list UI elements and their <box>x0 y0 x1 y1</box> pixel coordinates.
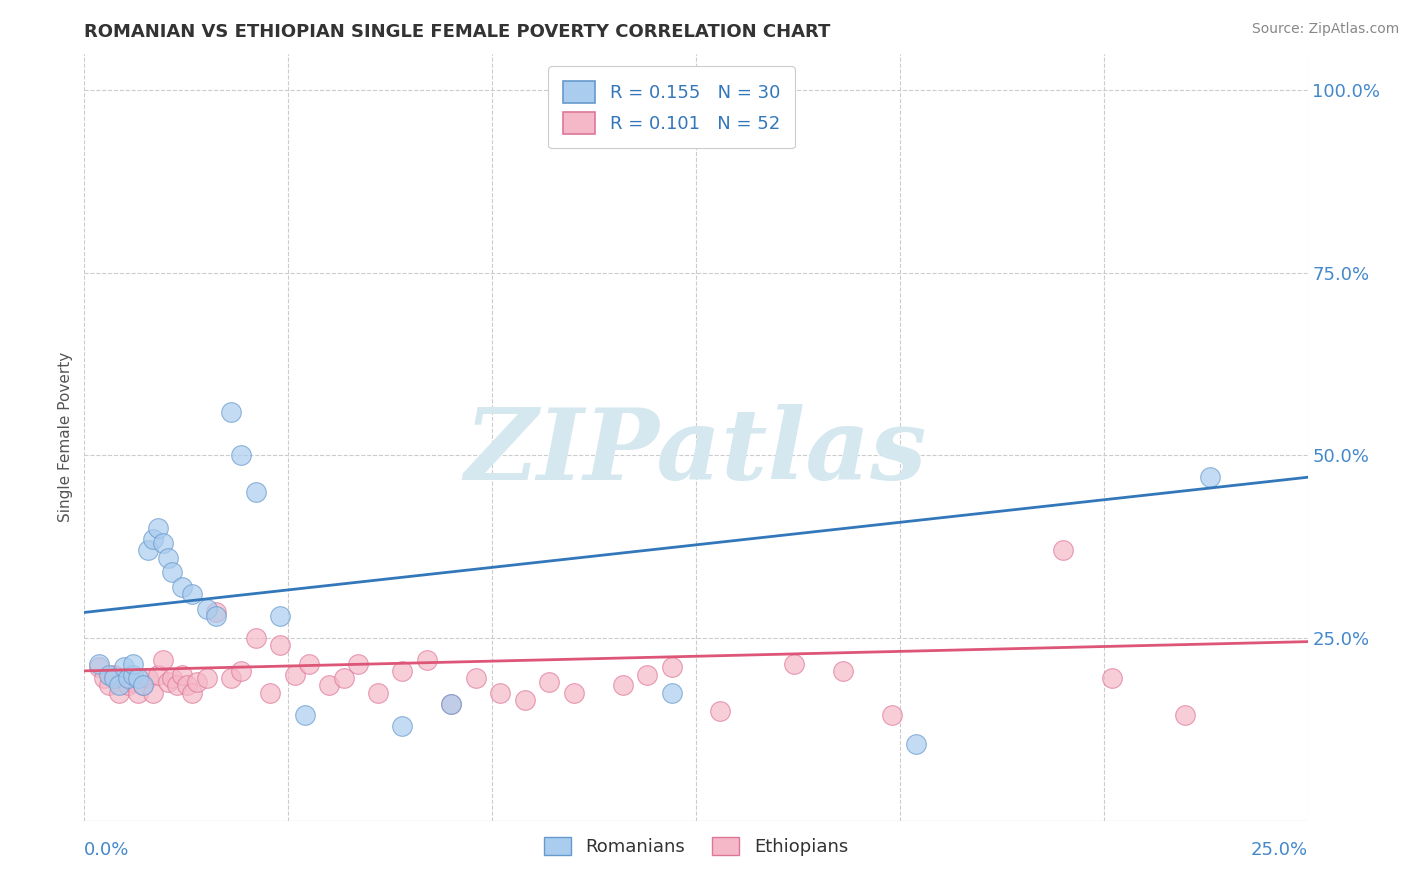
Point <box>172 580 194 594</box>
Point <box>332 671 354 685</box>
Text: Source: ZipAtlas.com: Source: ZipAtlas.com <box>1251 22 1399 37</box>
Point <box>245 484 267 499</box>
Point <box>562 686 585 700</box>
Point <box>142 533 165 547</box>
Point <box>97 667 120 681</box>
Point <box>156 674 179 689</box>
Legend: Romanians, Ethiopians: Romanians, Ethiopians <box>534 828 858 865</box>
Point <box>294 707 316 722</box>
Point <box>831 664 853 678</box>
Point <box>136 671 159 685</box>
Point <box>103 667 125 681</box>
Point <box>112 671 135 685</box>
Point <box>440 697 463 711</box>
Point <box>195 601 218 615</box>
Point <box>156 550 179 565</box>
Point <box>269 609 291 624</box>
Point <box>318 678 340 692</box>
Point <box>166 678 188 692</box>
Point <box>136 543 159 558</box>
Point <box>127 686 149 700</box>
Point <box>112 660 135 674</box>
Point <box>127 671 149 685</box>
Point <box>440 697 463 711</box>
Point <box>132 678 155 692</box>
Point <box>142 686 165 700</box>
Point <box>162 566 184 580</box>
Point <box>107 686 129 700</box>
Point <box>103 671 125 685</box>
Point <box>93 671 115 685</box>
Point <box>186 674 208 689</box>
Point <box>181 686 204 700</box>
Point <box>783 657 806 671</box>
Point <box>880 707 903 722</box>
Point <box>122 667 145 681</box>
Point <box>146 667 169 681</box>
Text: 25.0%: 25.0% <box>1250 841 1308 859</box>
Point <box>122 674 145 689</box>
Point <box>347 657 370 671</box>
Point <box>146 521 169 535</box>
Point <box>269 638 291 652</box>
Point <box>195 671 218 685</box>
Point <box>367 686 389 700</box>
Point <box>416 653 439 667</box>
Point <box>612 678 634 692</box>
Point <box>152 536 174 550</box>
Point <box>259 686 281 700</box>
Point <box>298 657 321 671</box>
Point <box>132 678 155 692</box>
Point <box>117 678 139 692</box>
Y-axis label: Single Female Poverty: Single Female Poverty <box>58 352 73 522</box>
Point <box>87 660 110 674</box>
Point <box>636 667 658 681</box>
Point <box>245 631 267 645</box>
Point <box>229 664 252 678</box>
Point <box>391 664 413 678</box>
Point <box>229 448 252 462</box>
Point <box>205 606 228 620</box>
Point <box>219 404 242 418</box>
Point <box>152 653 174 667</box>
Point <box>538 674 561 689</box>
Point <box>1101 671 1123 685</box>
Point <box>661 686 683 700</box>
Point <box>176 678 198 692</box>
Point <box>87 657 110 671</box>
Point <box>513 693 536 707</box>
Point <box>122 657 145 671</box>
Point <box>905 737 928 751</box>
Point <box>117 671 139 685</box>
Point <box>162 671 184 685</box>
Point <box>391 719 413 733</box>
Point <box>1198 470 1220 484</box>
Point <box>709 704 731 718</box>
Point <box>219 671 242 685</box>
Point <box>107 678 129 692</box>
Text: 0.0%: 0.0% <box>84 841 129 859</box>
Point <box>464 671 486 685</box>
Point <box>172 667 194 681</box>
Point <box>181 587 204 601</box>
Text: ZIPatlas: ZIPatlas <box>465 404 927 500</box>
Point <box>1174 707 1197 722</box>
Point <box>661 660 683 674</box>
Point <box>205 609 228 624</box>
Point <box>489 686 512 700</box>
Text: ROMANIAN VS ETHIOPIAN SINGLE FEMALE POVERTY CORRELATION CHART: ROMANIAN VS ETHIOPIAN SINGLE FEMALE POVE… <box>84 23 831 41</box>
Point <box>284 667 307 681</box>
Point <box>1052 543 1074 558</box>
Point <box>97 678 120 692</box>
